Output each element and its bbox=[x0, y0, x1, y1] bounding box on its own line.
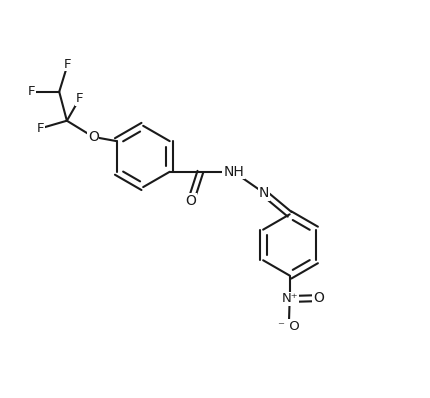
Text: F: F bbox=[28, 85, 35, 98]
Text: N: N bbox=[258, 186, 269, 200]
Text: O: O bbox=[313, 291, 323, 305]
Text: F: F bbox=[76, 92, 83, 105]
Text: F: F bbox=[37, 122, 44, 135]
Text: NH: NH bbox=[223, 165, 243, 179]
Text: O: O bbox=[185, 194, 196, 208]
Text: O: O bbox=[88, 130, 98, 144]
Text: N⁺: N⁺ bbox=[281, 293, 297, 306]
Text: ⁻ O: ⁻ O bbox=[277, 320, 299, 333]
Text: F: F bbox=[64, 58, 71, 70]
